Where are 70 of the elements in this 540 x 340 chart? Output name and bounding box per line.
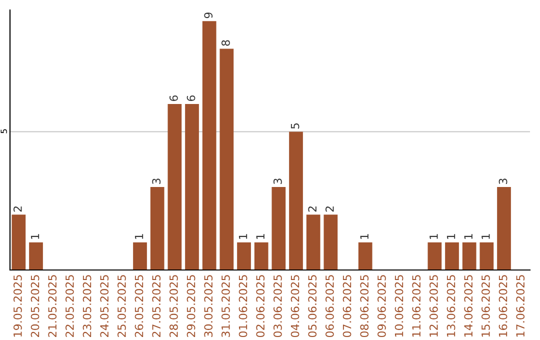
bar xyxy=(358,242,372,270)
data-label: 5 xyxy=(290,123,300,129)
bar xyxy=(480,242,494,270)
bar xyxy=(237,242,251,270)
bar xyxy=(428,242,442,270)
x-tick-label: 26.05.2025 xyxy=(134,275,144,337)
x-tick-label: 21.05.2025 xyxy=(48,275,57,337)
bar xyxy=(272,187,286,270)
bar xyxy=(133,242,147,270)
x-tick-label: 15.06.2025 xyxy=(481,275,490,337)
bar xyxy=(220,48,234,270)
data-label: 6 xyxy=(186,95,196,102)
x-tick-label: 16.06.2025 xyxy=(498,275,508,337)
data-label: 1 xyxy=(360,234,368,239)
bar xyxy=(445,242,459,270)
data-label: 3 xyxy=(152,178,161,184)
x-tick-label: 22.05.2025 xyxy=(65,275,74,337)
data-label: 6 xyxy=(169,95,178,102)
bar xyxy=(185,104,199,270)
data-label: 2 xyxy=(325,206,334,212)
bar xyxy=(497,187,511,270)
x-tick-label: 03.06.2025 xyxy=(273,275,282,338)
x-tick-label: 04.06.2025 xyxy=(290,275,300,338)
x-tick-label: 01.06.2025 xyxy=(238,275,248,338)
data-label: 1 xyxy=(482,234,490,239)
data-label: 1 xyxy=(256,234,264,239)
x-tick-label: 28.05.2025 xyxy=(169,275,178,337)
bar xyxy=(29,242,43,270)
bar xyxy=(306,214,320,270)
bar xyxy=(289,132,303,270)
data-label: 1 xyxy=(30,234,40,239)
x-tick-label: 25.05.2025 xyxy=(117,275,126,337)
data-label: 1 xyxy=(430,234,438,239)
bar xyxy=(324,214,338,270)
data-label: 1 xyxy=(134,234,144,239)
bar xyxy=(462,242,476,270)
bar xyxy=(12,214,26,270)
x-tick-label: 31.05.2025 xyxy=(221,275,230,337)
data-label: 3 xyxy=(498,178,508,184)
x-tick-label: 30.05.2025 xyxy=(204,275,213,337)
data-label: 1 xyxy=(238,234,248,239)
bar xyxy=(202,21,216,270)
x-tick-label: 14.06.2025 xyxy=(464,275,473,337)
data-label: 2 xyxy=(13,206,22,212)
data-label: 2 xyxy=(308,206,316,212)
x-tick-label: 17.06.2025 xyxy=(516,275,525,337)
x-tick-label: 13.06.2025 xyxy=(446,275,456,337)
x-tick-label: 29.05.2025 xyxy=(186,275,196,337)
x-tick-label: 19.05.2025 xyxy=(13,275,22,337)
x-tick-label: 06.06.2025 xyxy=(325,275,334,338)
x-tick-label: 27.05.2025 xyxy=(152,275,161,337)
x-tick-label: 08.06.2025 xyxy=(360,275,369,338)
x-tick-label: 09.06.2025 xyxy=(377,275,386,338)
x-tick-label: 20.05.2025 xyxy=(30,275,40,337)
data-label: 3 xyxy=(273,178,282,184)
x-tick-label: 05.06.2025 xyxy=(308,275,317,338)
x-tick-label: 07.06.2025 xyxy=(342,275,352,338)
x-tick-label: 23.05.2025 xyxy=(82,275,92,337)
x-tick-label: 02.06.2025 xyxy=(256,275,265,338)
data-label: 9 xyxy=(204,12,213,18)
data-label: 1 xyxy=(464,234,472,239)
x-tick-label: 10.06.2025 xyxy=(394,275,404,337)
data-label: 8 xyxy=(221,40,230,46)
bar xyxy=(254,242,268,270)
bar xyxy=(168,104,182,270)
bar xyxy=(150,187,164,270)
data-label: 1 xyxy=(446,234,456,239)
x-tick-label: 24.05.2025 xyxy=(100,275,109,337)
x-tick-label: 12.06.2025 xyxy=(429,275,438,337)
x-tick-label: 11.06.2025 xyxy=(412,275,421,337)
